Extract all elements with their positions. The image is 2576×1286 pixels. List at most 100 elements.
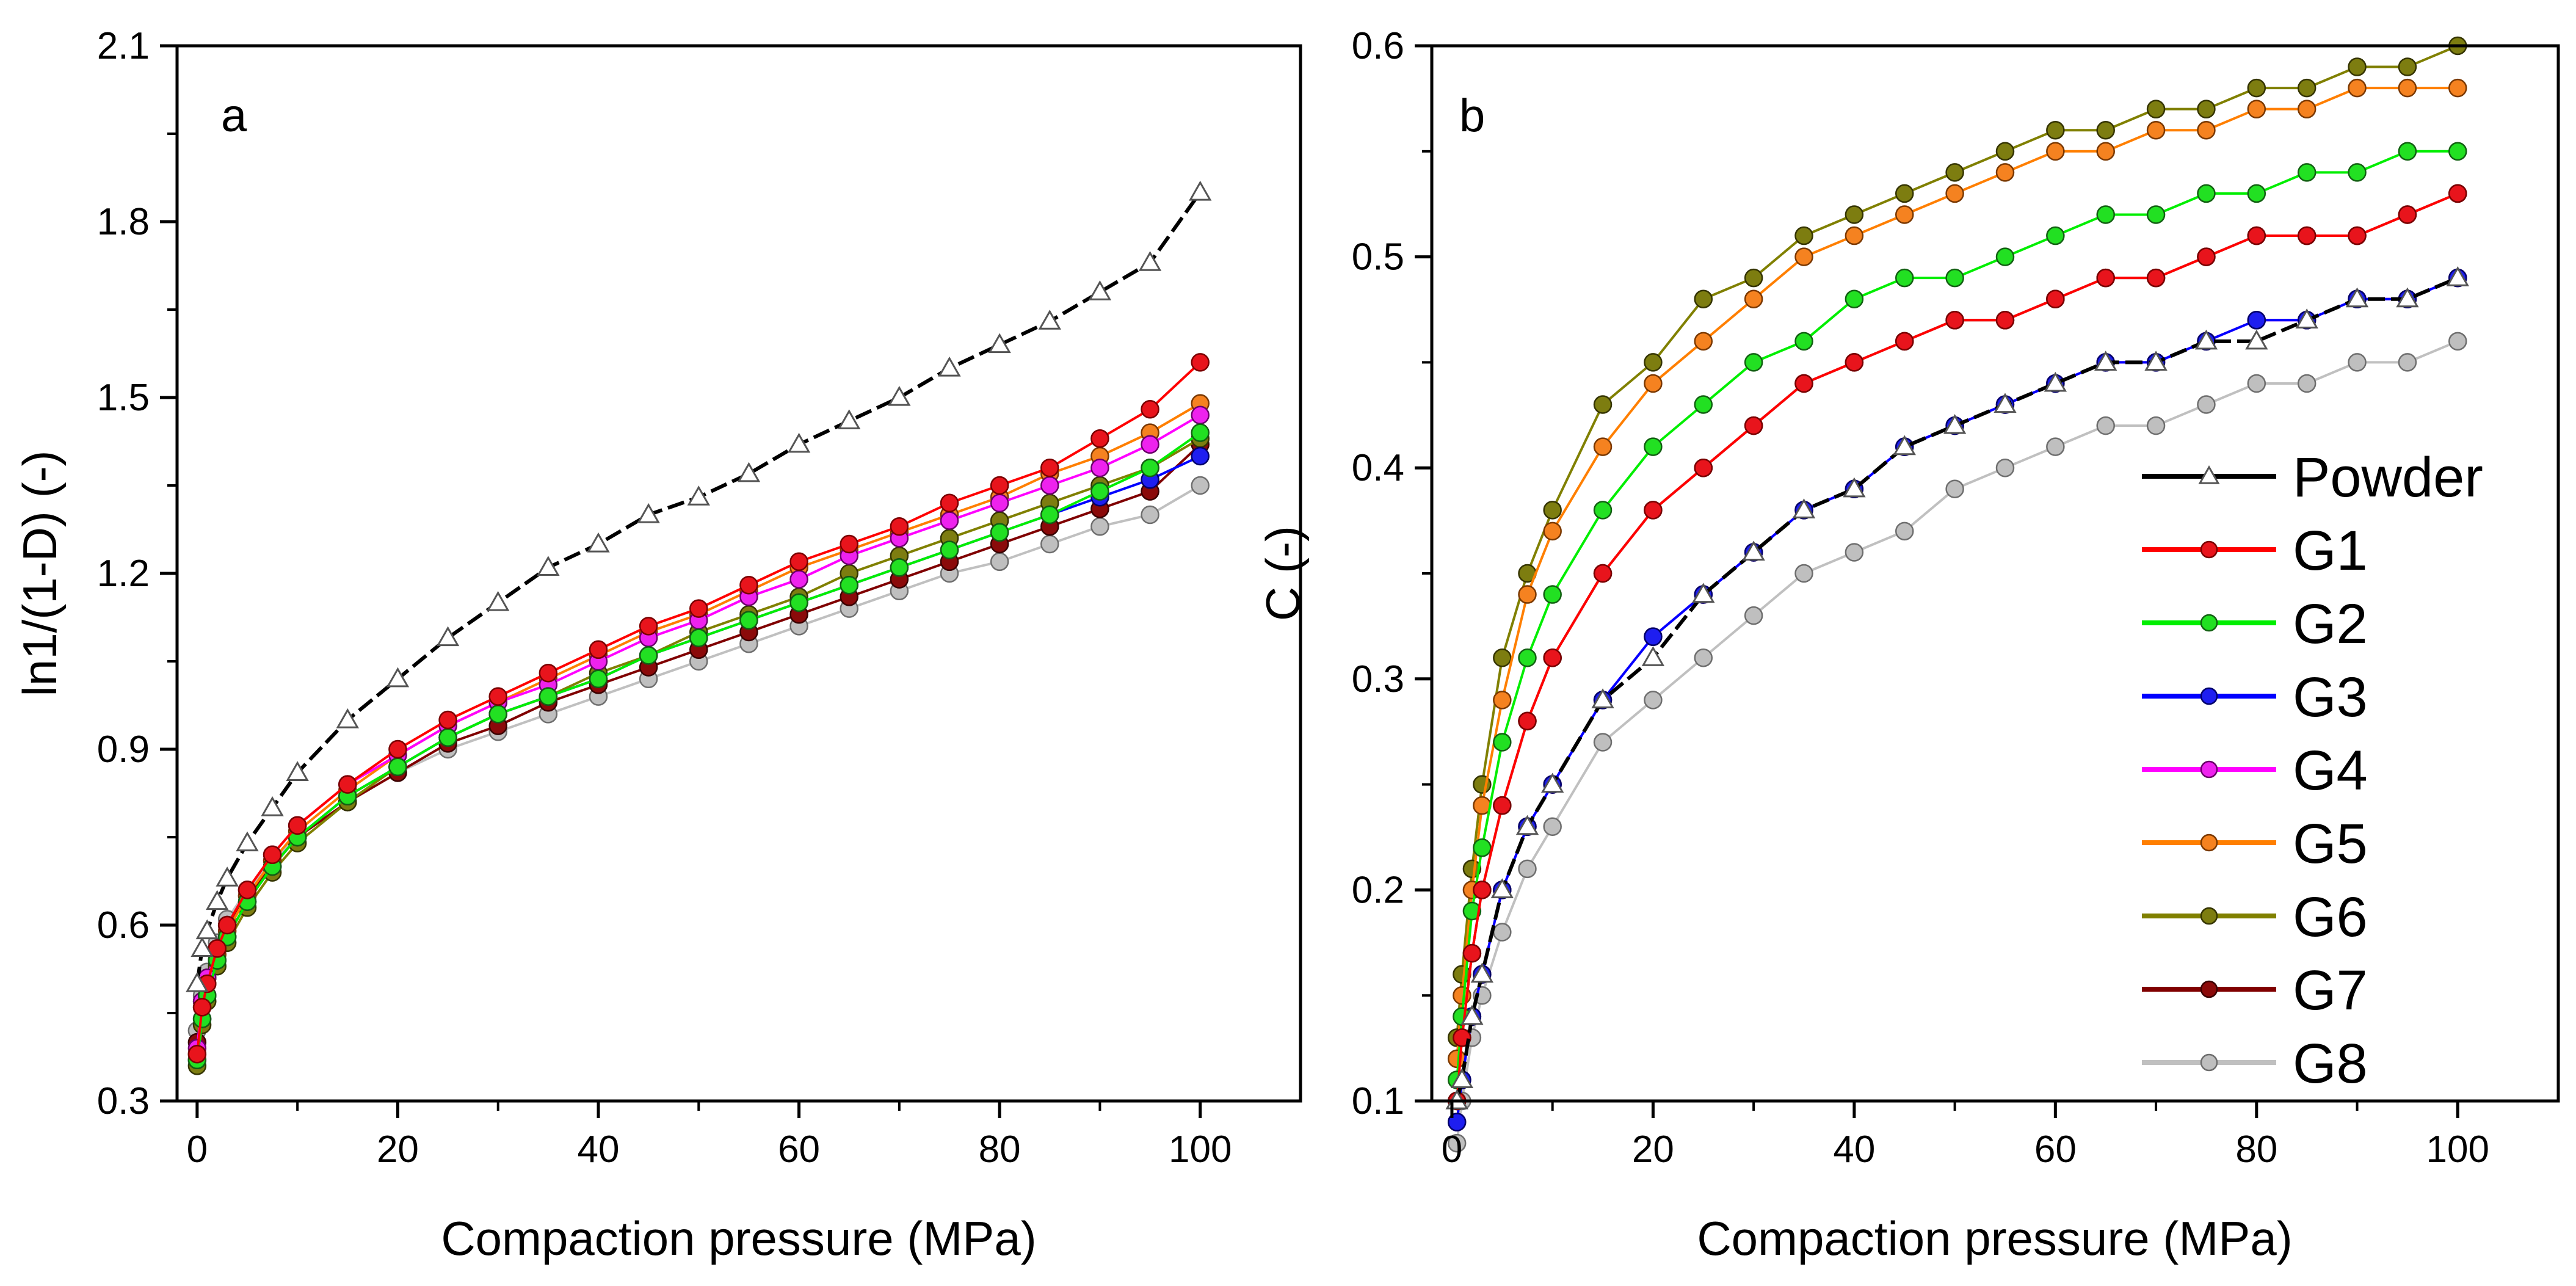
- panel-b-x-tick-label: 40: [1833, 1128, 1875, 1171]
- panel-b-y-tick-label: 0.1: [1352, 1080, 1404, 1122]
- legend-label: G7: [2293, 959, 2368, 1022]
- panel-b-point-g3: [2247, 311, 2266, 330]
- panel-a-point-powder: [1038, 310, 1061, 330]
- panel-b-point-g1: [2448, 184, 2467, 203]
- panel-a-point-g8: [990, 552, 1009, 572]
- legend-item-g7: G7: [2142, 959, 2368, 1022]
- panel-b-point-g6: [1995, 142, 2015, 161]
- panel-a-y-axis-title: ln1/(1-D) (-): [13, 451, 67, 697]
- legend-marker: [2200, 834, 2218, 852]
- panel-b-point-g1: [1895, 332, 1914, 351]
- panel-a-point-powder: [236, 831, 259, 852]
- legend-marker: [2200, 614, 2218, 632]
- panel-b-point-g5: [1794, 247, 1813, 266]
- panel-b-point-g2: [2398, 142, 2417, 161]
- panel-a-point-g8: [1191, 476, 1210, 495]
- panel-b-point-g5: [1644, 374, 1663, 393]
- panel-b-point-powder: [2044, 371, 2067, 392]
- panel-b-point-g1: [1995, 311, 2015, 330]
- panel-b-point-powder: [1641, 646, 1665, 666]
- panel-a-point-g4: [1040, 476, 1059, 495]
- legend-marker: [2198, 465, 2220, 484]
- panel-b-y-tick-label: 0.6: [1352, 25, 1404, 67]
- panel-a-point-powder: [261, 796, 284, 816]
- panel-a-point-g1: [438, 710, 457, 730]
- panel-a-y-tick-label: 1.2: [97, 553, 150, 595]
- panel-b-point-g1: [2398, 205, 2417, 224]
- panel-b-point-g8: [1794, 564, 1813, 583]
- panel-b-point-powder: [1943, 413, 1967, 434]
- panel-a-point-powder: [190, 937, 214, 957]
- legend-marker: [2200, 907, 2218, 925]
- panel-a-point-g3: [1191, 446, 1210, 466]
- panel-b-point-g1: [1845, 353, 1864, 372]
- panel-a-y-tick-label: 0.9: [97, 728, 150, 771]
- panel-b-point-g5: [1518, 585, 1537, 604]
- panel-a-x-tick-label: 0: [187, 1128, 208, 1171]
- panel-b-point-powder: [1460, 1004, 1484, 1025]
- panel-b-point-g1: [2247, 226, 2266, 245]
- panel-b-point-g2: [1593, 501, 1613, 520]
- panel-a-point-g1: [1141, 399, 1159, 419]
- panel-a-y-tick-label: 1.8: [97, 201, 150, 243]
- panel-a-point-powder: [888, 385, 911, 406]
- panel-a-point-g1: [288, 816, 307, 835]
- panel-b-point-g2: [1895, 268, 1914, 288]
- panel-b-point-g5: [2398, 78, 2417, 98]
- panel-a-point-g2: [940, 540, 959, 559]
- panel-b-point-g8: [1447, 1133, 1467, 1153]
- panel-b-point-g2: [1845, 289, 1864, 308]
- panel-a-point-g4: [940, 511, 959, 530]
- panel-b-point-g2: [2448, 142, 2467, 161]
- panel-b-point-g5: [2197, 120, 2216, 140]
- panel-b-point-g1: [1644, 501, 1663, 520]
- panel-b-point-powder: [1490, 878, 1514, 898]
- panel-a-point-g1: [217, 915, 237, 935]
- panel-b-point-g6: [1794, 226, 1813, 245]
- panel-b-point-g5: [1543, 521, 1562, 541]
- panel-a-point-powder: [537, 556, 560, 576]
- panel-a-point-g1: [238, 881, 257, 899]
- panel-a-x-tick-label: 60: [778, 1128, 820, 1171]
- panel-b-point-g8: [2046, 437, 2065, 456]
- panel-b-point-g5: [2046, 142, 2065, 161]
- panel-b-point-g5: [2348, 78, 2367, 98]
- panel-b-point-g6: [2197, 100, 2216, 118]
- panel-b-x-tick-label: 80: [2235, 1128, 2277, 1171]
- panel-b-point-g8: [2146, 416, 2166, 435]
- panel-b-point-g1: [1473, 881, 1492, 899]
- panel-b-series-powder: [1445, 266, 2469, 1110]
- panel-a-point-powder: [336, 708, 359, 728]
- panel-b-point-g6: [2297, 78, 2317, 98]
- panel-b-point-g8: [2197, 395, 2216, 414]
- panel-a-series-powder: [186, 180, 1212, 992]
- panel-a-point-g1: [940, 493, 959, 513]
- panel-b-x-tick-label: 100: [2426, 1128, 2489, 1171]
- panel-b-point-g8: [1593, 733, 1613, 752]
- panel-a-point-g2: [840, 575, 858, 595]
- panel-a-point-g2: [890, 558, 909, 577]
- panel-a-point-g1: [263, 845, 282, 865]
- legend-label: G6: [2293, 886, 2368, 948]
- panel-b-point-powder: [2094, 351, 2117, 371]
- panel-b-point-g6: [1593, 395, 1613, 414]
- panel-b-point-g2: [1473, 838, 1492, 857]
- panel-a-series-g1: [187, 353, 1210, 1064]
- panel-b-point-g8: [1945, 479, 1964, 499]
- panel-b-point-g5: [1593, 437, 1613, 456]
- panel-a-point-powder: [938, 356, 961, 377]
- legend-marker: [2200, 760, 2218, 779]
- panel-b-point-g6: [2096, 120, 2115, 140]
- panel-b-point-g6: [1895, 184, 1914, 203]
- legend-item-powder: Powder: [2142, 446, 2483, 509]
- panel-b-point-g1: [1543, 648, 1562, 667]
- panel-b-point-g5: [1744, 289, 1763, 308]
- legend-item-g5: G5: [2142, 813, 2368, 875]
- panel-a-point-powder: [637, 503, 660, 523]
- panel-b-point-powder: [2295, 308, 2318, 329]
- panel-a-point-g2: [488, 705, 507, 724]
- legend-item-g3: G3: [2142, 666, 2368, 728]
- panel-a-point-powder: [206, 890, 229, 910]
- panel-a-point-g1: [338, 775, 357, 794]
- panel-b-point-g6: [2046, 120, 2065, 140]
